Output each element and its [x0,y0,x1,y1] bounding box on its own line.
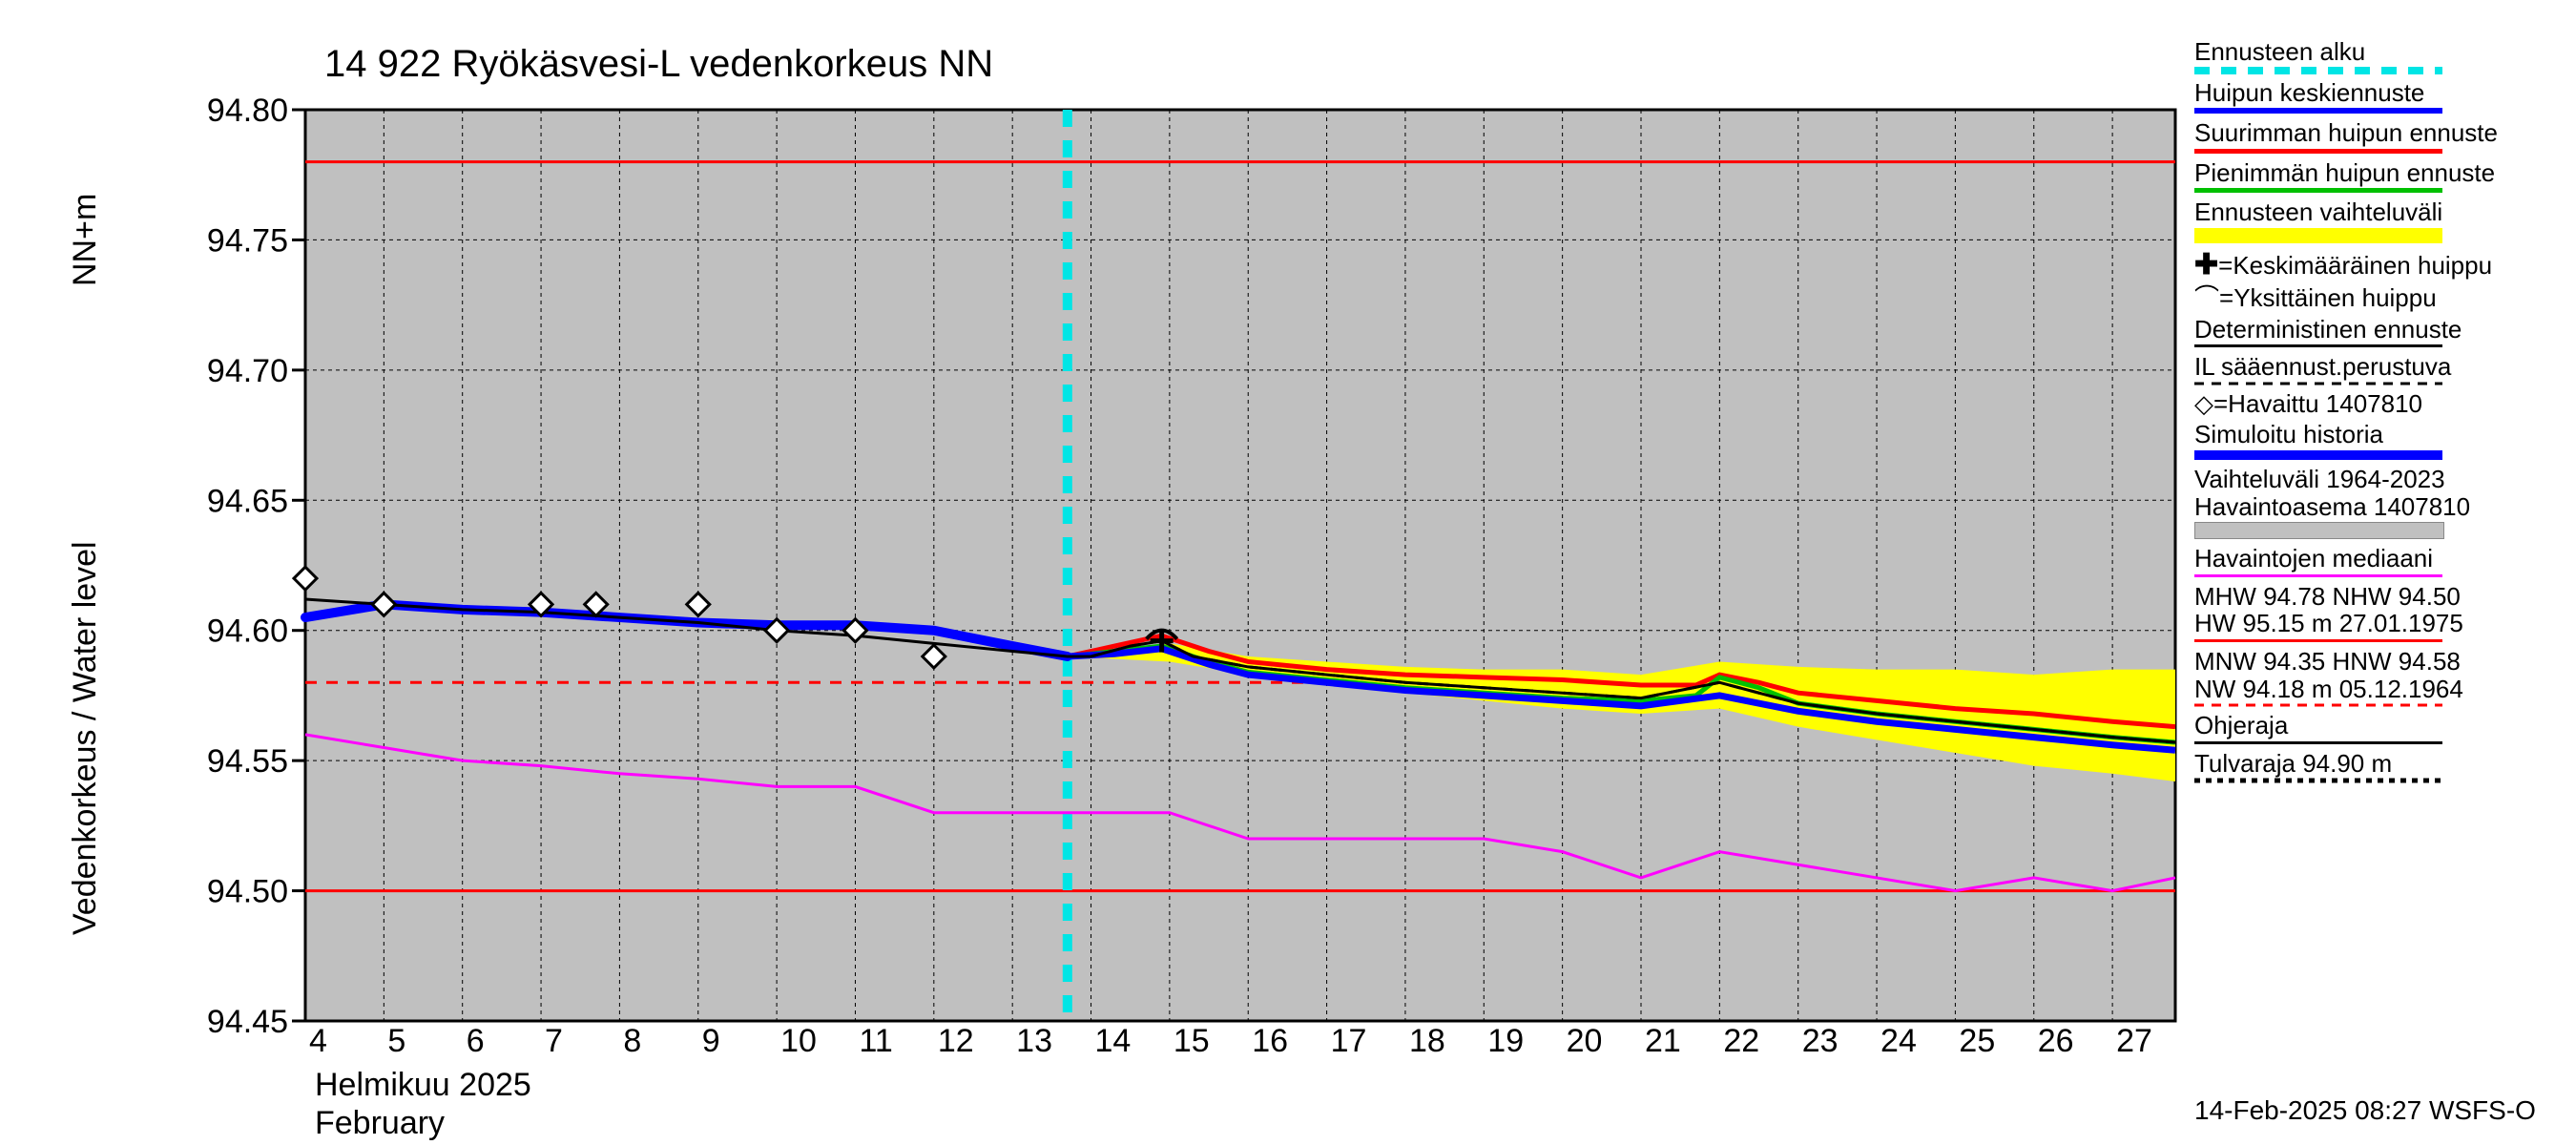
x-tick-label: 18 [1409,1023,1445,1059]
legend-mhw: MHW 94.78 NHW 94.50 HW 95.15 m 27.01.197… [2194,583,2576,642]
timestamp: 14-Feb-2025 08:27 WSFS-O [2194,1095,2536,1126]
y-tick-label: 94.60 [207,614,288,650]
legend-mnw: MNW 94.35 HNW 94.58 NW 94.18 m 05.12.196… [2194,648,2576,708]
x-tick-label: 12 [938,1023,974,1059]
plot-bg [305,110,2175,1021]
legend-peak-min: Pienimmän huipun ennuste [2194,159,2576,194]
x-tick-label: 20 [1567,1023,1603,1059]
legend-sim-history: Simuloitu historia [2194,421,2576,460]
legend-avg-peak: ✚=Keskimääräinen huippu [2194,249,2576,281]
legend-peak-max: Suurimman huipun ennuste [2194,119,2576,154]
legend-hist-range: Vaihteluväli 1964-2023 Havaintoasema 140… [2194,466,2576,539]
chart-title: 14 922 Ryökäsvesi-L vedenkorkeus NN [324,43,993,85]
x-tick-label: 4 [309,1023,327,1059]
x-month-label-fi: Helmikuu 2025 [315,1067,531,1103]
legend-deterministic: Deterministinen ennuste [2194,316,2576,348]
x-tick-label: 26 [2038,1023,2074,1059]
y-tick-label: 94.65 [207,483,288,519]
y-axis-label-1: Vedenkorkeus / Water level [67,541,104,935]
water-level-chart: 4 5 6 7 8 9 10 11 12 13 14 15 16 17 18 19 20 21 22 23 24 25 26… [0,0,2576,1145]
x-tick-label: 17 [1331,1023,1367,1059]
x-tick-label: 21 [1645,1023,1681,1059]
legend-range: Ennusteen vaihteluväli [2194,198,2576,243]
legend-median: Havaintojen mediaani [2194,545,2576,577]
legend: Ennusteen alku Huipun keskiennuste Suuri… [2194,38,2576,788]
x-tick-label: 10 [780,1023,817,1059]
x-tick-label: 25 [1959,1023,1995,1059]
x-month-label-en: February [315,1105,445,1141]
y-tick-label: 94.50 [207,874,288,910]
x-tick-label: 7 [545,1023,563,1059]
legend-forecast-start: Ennusteen alku [2194,38,2576,75]
x-tick-label: 6 [467,1023,485,1059]
x-tick-label: 5 [387,1023,405,1059]
x-tick-label: 13 [1016,1023,1052,1059]
legend-tulvaraja: Tulvaraja 94.90 m [2194,750,2576,785]
x-tick-label: 15 [1174,1023,1210,1059]
y-tick-label: 94.45 [207,1004,288,1040]
legend-observed: ◇=Havaittu 1407810 [2194,390,2576,418]
legend-ohjeraja: Ohjeraja [2194,712,2576,744]
x-tick-label: 22 [1723,1023,1759,1059]
x-tick-label: 9 [702,1023,720,1059]
y-axis-label-2: NN+m [67,194,104,286]
y-tick-label: 94.55 [207,743,288,780]
y-tick-label: 94.75 [207,222,288,259]
x-tick-label: 14 [1095,1023,1132,1059]
x-tick-label: 8 [623,1023,641,1059]
legend-il: IL sääennust.perustuva [2194,353,2576,386]
x-tick-label: 23 [1802,1023,1839,1059]
x-tick-label: 27 [2116,1023,2152,1059]
y-tick-label: 94.70 [207,353,288,389]
legend-single-peak: ⌒=Yksittäinen huippu [2194,284,2576,312]
y-tick-label: 94.80 [207,93,288,129]
x-tick-label: 11 [859,1023,892,1059]
x-tick-label: 19 [1487,1023,1524,1059]
x-tick-label: 24 [1880,1023,1917,1059]
legend-peak-mean: Huipun keskiennuste [2194,79,2576,114]
x-tick-label: 16 [1252,1023,1288,1059]
